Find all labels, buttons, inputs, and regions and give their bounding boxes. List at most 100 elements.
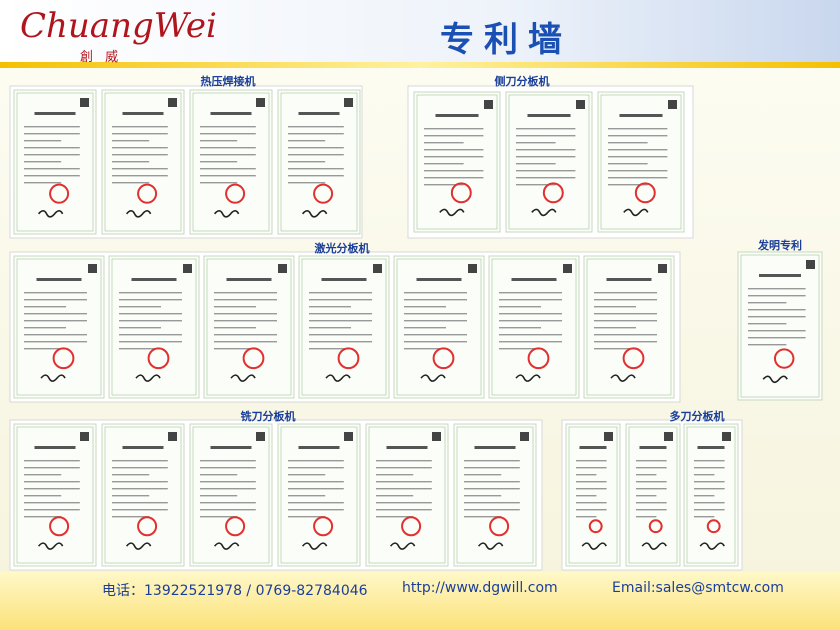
header [0, 0, 840, 62]
seal [706, 519, 721, 534]
text-line [499, 313, 562, 315]
text-line [112, 126, 168, 128]
text-line [748, 309, 806, 311]
phone: 电话：13922521978 / 0769-82784046 [102, 583, 368, 599]
text-line [24, 327, 66, 329]
text-line [464, 516, 502, 518]
text-line [200, 474, 238, 476]
signature [230, 374, 256, 382]
text-line [200, 481, 256, 483]
seal [527, 347, 550, 370]
text-line [464, 488, 520, 490]
text-line [200, 168, 256, 170]
qr-code [668, 100, 677, 109]
text-line [112, 481, 168, 483]
text-line [214, 348, 256, 350]
certificate-border [456, 426, 534, 564]
text-line [112, 175, 168, 177]
text-line [608, 135, 668, 137]
text-line [288, 488, 344, 490]
text-line [424, 170, 484, 172]
text-line [112, 502, 168, 504]
text-line [200, 488, 256, 490]
text-line [404, 334, 467, 336]
heading-line [122, 112, 164, 115]
text-line [24, 292, 87, 294]
text-line [309, 327, 351, 329]
section-label: 发明专利 [758, 239, 802, 252]
seal [49, 183, 70, 204]
text-line [119, 313, 182, 315]
certificate-border [111, 258, 197, 396]
text-line [636, 488, 667, 490]
footer: 电话：13922521978 / 0769-82784046 http://ww… [0, 572, 840, 630]
qr-code [344, 432, 353, 441]
text-line [112, 495, 150, 497]
seal [313, 516, 334, 537]
text-line [594, 327, 636, 329]
text-line [309, 334, 372, 336]
text-line [464, 502, 520, 504]
text-line [112, 140, 150, 142]
text-line [112, 516, 150, 518]
seal [137, 516, 158, 537]
text-line [404, 292, 467, 294]
seal [648, 519, 663, 534]
text-line [288, 147, 344, 149]
text-line [594, 313, 657, 315]
text-line [576, 467, 607, 469]
text-line [594, 348, 636, 350]
text-line [200, 154, 256, 156]
signature [531, 208, 557, 217]
logo-cn: 創 威 [80, 50, 123, 65]
heading-line [435, 114, 479, 117]
text-line [214, 341, 277, 343]
text-line [24, 488, 80, 490]
text-line [608, 163, 648, 165]
text-line [119, 327, 161, 329]
text-line [214, 306, 256, 308]
signature [125, 210, 152, 218]
qr-code [484, 100, 493, 109]
qr-code [168, 98, 177, 107]
text-line [424, 142, 464, 144]
text-line [119, 292, 182, 294]
heading-line [619, 114, 663, 117]
signature [325, 374, 351, 382]
text-line [24, 182, 62, 184]
text-line [288, 161, 326, 163]
text-line [404, 299, 467, 301]
text-line [404, 327, 446, 329]
qr-code [278, 264, 287, 273]
text-line [499, 348, 541, 350]
text-line [748, 337, 806, 339]
seal [337, 347, 360, 370]
text-line [112, 474, 150, 476]
qr-code [80, 432, 89, 441]
text-line [404, 306, 446, 308]
text-line [119, 320, 182, 322]
text-line [288, 460, 344, 462]
seal [52, 347, 75, 370]
text-line [288, 474, 326, 476]
text-line [112, 509, 168, 511]
text-line [748, 330, 806, 332]
text-line [24, 147, 80, 149]
text-line [376, 467, 432, 469]
signature [301, 210, 328, 218]
seal [225, 516, 246, 537]
text-line [636, 460, 667, 462]
text-line [516, 142, 556, 144]
text-line [200, 502, 256, 504]
qr-code [88, 264, 97, 273]
text-line [516, 163, 556, 165]
text-line [636, 474, 657, 476]
certificate-border [740, 254, 820, 398]
text-line [288, 133, 344, 135]
heading-line [606, 278, 652, 281]
text-line [24, 140, 62, 142]
certificate-border [16, 258, 102, 396]
seal [49, 516, 70, 537]
text-line [200, 460, 256, 462]
signature [610, 374, 636, 382]
